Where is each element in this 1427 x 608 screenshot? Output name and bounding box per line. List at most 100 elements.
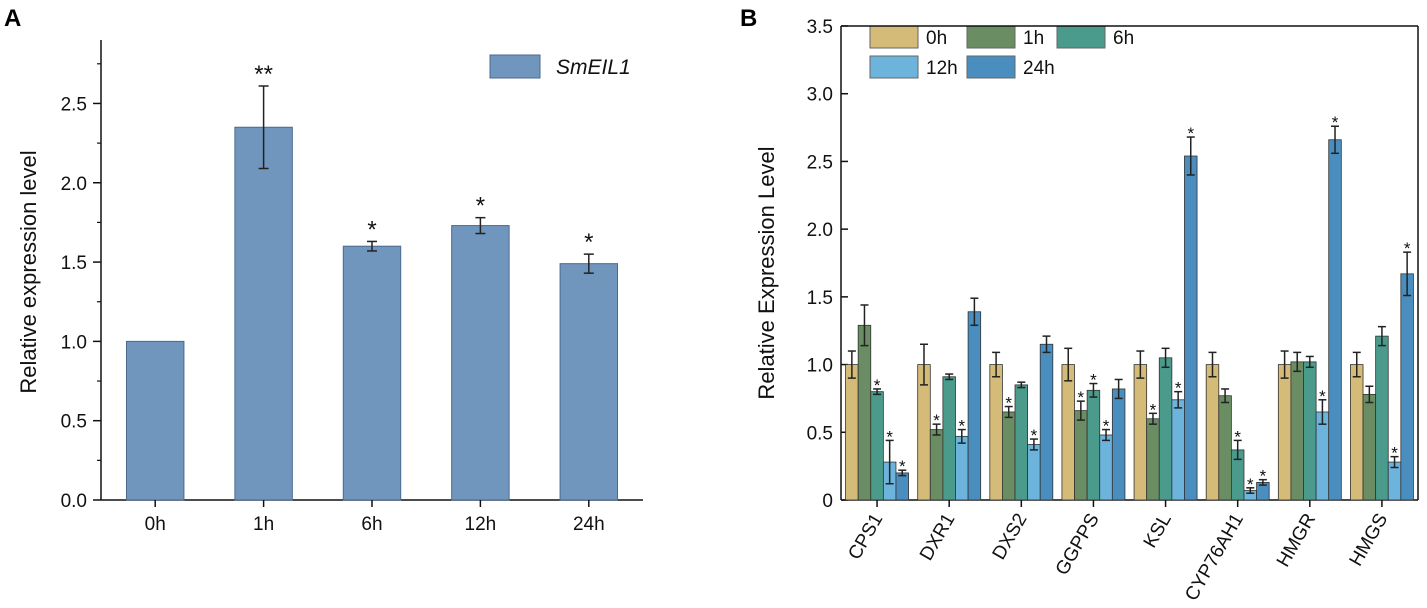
bar-a-12h	[451, 225, 510, 501]
panel-b-significance-mark: *	[1319, 387, 1326, 406]
panel-b-y-tick-label: 2.0	[807, 220, 833, 241]
bar-a-0h	[125, 340, 185, 501]
errorbar-a-6h	[367, 240, 377, 252]
panel-b-x-tick-label: HMGS	[1346, 510, 1393, 570]
panel-a-y-tick-label: 1.5	[61, 253, 87, 274]
errorbar-b-KSL-12h	[1174, 390, 1183, 409]
bar-b-DXR1-12h	[955, 435, 969, 501]
bar-b-GGPPS-1h	[1074, 410, 1088, 501]
bar-b-KSL-6h	[1158, 357, 1173, 501]
errorbar-b-HMGS-12h	[1390, 455, 1399, 469]
bar-b-CPS1-0h	[845, 364, 859, 501]
errorbar-b-DXR1-0h	[919, 343, 928, 386]
panel-b-x-tick-label: HMGR	[1273, 510, 1320, 571]
panel-b-legend-swatch-0h	[869, 25, 919, 49]
errorbar-b-DXS2-1h	[1004, 405, 1013, 419]
bar-b-DXR1-24h	[967, 311, 982, 501]
panel-a-y-tick-label: 2.0	[61, 174, 87, 195]
errorbar-b-DXR1-6h	[945, 373, 954, 381]
bar-b-GGPPS-12h	[1099, 434, 1113, 501]
errorbar-b-DXR1-12h	[957, 428, 966, 444]
errorbar-b-CPS1-1h	[860, 304, 869, 347]
panel-b-y-tick-label: 1.5	[807, 288, 833, 309]
bar-b-DXS2-6h	[1014, 384, 1029, 501]
panel-b-significance-mark: *	[1031, 426, 1038, 445]
panel-b-chart: Relative Expression Level 0h 1h 6h 12h 2…	[754, 17, 1419, 605]
panel-b-x-tick-label: CPS1	[844, 510, 887, 563]
errorbar-b-CYP76AH1-0h	[1208, 351, 1217, 378]
errorbar-b-CYP76AH1-24h	[1258, 478, 1267, 486]
panel-b-legend-label-24h: 24h	[1023, 58, 1055, 79]
errorbar-a-24h	[583, 253, 594, 274]
errorbar-b-GGPPS-6h	[1089, 382, 1098, 398]
bar-b-HMGR-24h	[1328, 139, 1342, 501]
errorbar-b-KSL-1h	[1148, 412, 1157, 425]
errorbar-b-CPS1-0h	[847, 350, 856, 379]
panel-b-y-axis-label: Relative Expression Level	[754, 146, 779, 399]
panel-b-significance-mark: *	[1090, 371, 1097, 390]
errorbar-b-DXS2-0h	[992, 351, 1001, 378]
panel-b-significance-mark: *	[1234, 427, 1241, 446]
panel-a-y-tick-label: 0.5	[61, 412, 87, 433]
bar-b-HMGR-6h	[1303, 361, 1317, 501]
bar-b-KSL-24h	[1184, 155, 1198, 501]
bar-b-HMGR-0h	[1277, 364, 1292, 501]
errorbar-b-CPS1-24h	[898, 469, 907, 477]
errorbar-b-DXS2-24h	[1042, 335, 1051, 354]
errorbar-b-HMGS-24h	[1403, 251, 1412, 297]
bar-b-DXS2-1h	[1002, 411, 1016, 501]
errorbar-b-HMGR-24h	[1331, 125, 1340, 155]
panel-b-significance-mark: *	[1247, 475, 1254, 494]
panel-b-legend-label-1h: 1h	[1023, 28, 1044, 49]
bar-b-HMGS-24h	[1400, 273, 1414, 501]
panel-a-x-tick-label: 0h	[145, 514, 166, 535]
panel-b-significance-mark: *	[958, 417, 965, 436]
panel-b-x-tick-label: DXR1	[916, 510, 960, 564]
panel-b-significance-mark: *	[1175, 379, 1182, 398]
panel-b-y-tick-label: 1.0	[807, 356, 833, 377]
bar-b-HMGR-1h	[1290, 361, 1304, 501]
errorbar-b-DXR1-1h	[932, 423, 941, 436]
panel-a-x-tick-label: 1h	[253, 514, 274, 535]
bar-b-CPS1-6h	[870, 391, 884, 501]
errorbar-b-HMGR-1h	[1293, 351, 1302, 373]
bar-b-GGPPS-0h	[1061, 364, 1075, 501]
bar-b-GGPPS-6h	[1086, 389, 1101, 501]
bar-b-CYP76AH1-0h	[1205, 364, 1220, 501]
errorbar-a-12h	[475, 216, 486, 235]
bar-b-DXS2-12h	[1027, 444, 1041, 501]
panel-b-y-tick-label: 0.5	[807, 423, 833, 444]
panel-b-significance-mark: *	[1103, 417, 1110, 436]
errorbar-b-KSL-6h	[1161, 347, 1170, 369]
panel-b-significance-mark: *	[874, 376, 881, 395]
panel-b-legend-label-12h: 12h	[926, 58, 958, 79]
panel-b-legend: 0h 1h 6h 12h 24h	[869, 25, 1134, 79]
panel-b-y-tick-label: 2.5	[807, 152, 833, 173]
panel-b-x-tick-label: CYP76AH1	[1181, 510, 1248, 605]
bar-b-DXR1-6h	[942, 376, 956, 501]
errorbar-b-KSL-24h	[1186, 136, 1195, 176]
errorbar-b-KSL-0h	[1136, 350, 1145, 379]
errorbar-b-CPS1-12h	[885, 439, 894, 485]
panel-b-y-tick-label: 0	[822, 491, 833, 512]
bar-b-DXR1-1h	[929, 429, 944, 501]
panel-a-y-tick-label: 1.0	[61, 332, 87, 353]
bar-a-24h	[559, 263, 619, 501]
panel-b-y-tick-label: 3.5	[807, 17, 833, 38]
panel-a-chart: Relative expression level SmEIL1 0.0 0.5 1…	[16, 40, 643, 535]
panel-b-significance-mark: *	[1332, 113, 1339, 132]
errorbar-b-HMGR-12h	[1318, 399, 1327, 425]
errorbar-b-GGPPS-1h	[1076, 400, 1085, 421]
panel-b-legend-swatch-12h	[869, 55, 919, 79]
panel-a-x-tick-label: 12h	[465, 514, 497, 535]
errorbar-b-GGPPS-0h	[1064, 347, 1073, 382]
panel-a-legend: SmEIL1	[489, 54, 631, 79]
panel-b-legend-label-6h: 6h	[1113, 28, 1134, 49]
panel-b-x-tick-label: DXS2	[989, 510, 1032, 563]
panel-b-significance-mark: *	[1404, 239, 1411, 258]
errorbar-b-HMGR-0h	[1280, 350, 1289, 379]
bar-b-DXS2-0h	[989, 364, 1003, 501]
panel-b-x-tick-label: GGPPS	[1052, 510, 1104, 579]
errorbar-b-CPS1-6h	[873, 388, 882, 396]
